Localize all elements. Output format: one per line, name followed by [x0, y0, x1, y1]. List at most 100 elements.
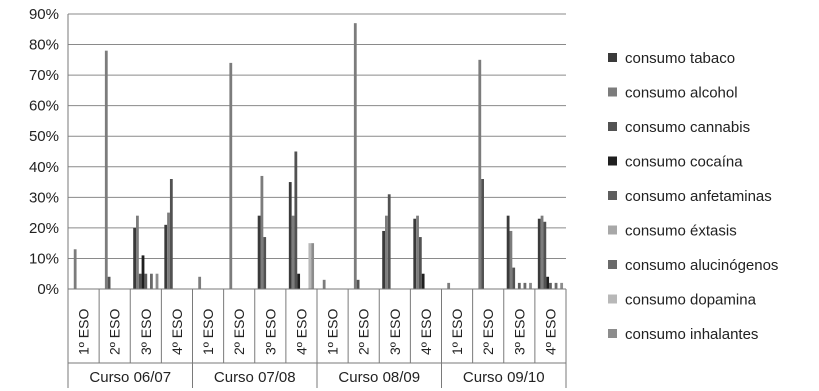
group-label: Curso 06/07 [89, 369, 171, 386]
legend: consumo tabaco consumo alcohol consumo can… [608, 50, 778, 343]
bar [387, 194, 391, 289]
bar [385, 215, 388, 289]
y-tick-label: 50% [29, 128, 59, 145]
legend-swatch [608, 225, 617, 235]
bar [169, 179, 173, 289]
bar [540, 215, 544, 289]
y-tick-label: 60% [29, 98, 59, 115]
x-tick-label: 4º ESO [542, 309, 558, 355]
bar [509, 230, 513, 289]
bar [294, 151, 298, 289]
x-tick-label: 2º ESO [231, 309, 247, 355]
bar [322, 279, 326, 289]
legend-swatch [608, 294, 617, 304]
bar [413, 218, 417, 289]
x-tick-label: 2º ESO [107, 309, 123, 355]
bar [263, 237, 267, 289]
bar [291, 215, 295, 289]
bar [257, 215, 261, 289]
x-tick-label: 2º ESO [480, 309, 496, 355]
bar [73, 249, 77, 289]
x-tick-label: 1º ESO [76, 309, 92, 355]
bar [297, 273, 301, 289]
bar [104, 50, 108, 289]
bar [288, 182, 292, 289]
bar [167, 212, 170, 289]
y-tick-label: 20% [29, 220, 59, 237]
bar [382, 230, 386, 289]
bar [554, 282, 558, 289]
bars [73, 23, 564, 289]
y-tick-label: 80% [29, 37, 59, 54]
bar [155, 273, 159, 289]
legend-label: consumo tabaco [625, 50, 735, 67]
legend-label: consumo inhalantes [625, 326, 758, 343]
bar [512, 267, 516, 289]
bar [164, 224, 168, 289]
bar [549, 282, 552, 289]
y-tick-label: 30% [29, 189, 59, 206]
y-tick-label: 90% [29, 6, 59, 23]
legend-label: consumo éxtasis [625, 223, 737, 240]
bar [138, 273, 142, 289]
bar [418, 237, 422, 289]
legend-swatch [608, 260, 617, 269]
group-label: Curso 08/09 [338, 369, 420, 386]
x-tick-label: 3º ESO [262, 309, 278, 355]
bar [421, 273, 425, 289]
legend-label: consumo alcohol [625, 85, 738, 102]
bar [353, 23, 357, 289]
bar [478, 59, 482, 289]
legend-label: consumo cannabis [625, 119, 750, 136]
legend-swatch [608, 122, 617, 131]
bar [537, 218, 541, 289]
legend-swatch [608, 156, 617, 166]
bar [107, 276, 111, 289]
group-label: Curso 07/08 [214, 369, 296, 386]
bar [560, 282, 564, 289]
x-tick-label: 3º ESO [511, 309, 527, 355]
bar [260, 175, 264, 289]
x-tick-label: 3º ESO [387, 309, 403, 355]
legend-label: consumo alucinógenos [625, 257, 778, 274]
x-tick-label: 1º ESO [449, 309, 465, 355]
x-axis: 1º ESO 2º ESO 3º ESO 4º ESO 1º ESO 2º ESO 3º E… [67, 288, 567, 388]
y-tick-label: 10% [29, 250, 59, 267]
bar [198, 276, 202, 289]
x-tick-label: 2º ESO [356, 309, 372, 355]
bar [447, 282, 451, 289]
bar [481, 179, 484, 289]
legend-label: consumo cocaína [625, 154, 743, 171]
bar [144, 273, 148, 289]
bar [517, 282, 521, 289]
bar [546, 276, 550, 289]
x-tick-label: 1º ESO [200, 309, 216, 355]
legend-label: consumo anfetaminas [625, 188, 772, 205]
bar [506, 215, 510, 289]
bar [356, 279, 360, 289]
x-tick-label: 4º ESO [169, 309, 185, 355]
x-tick-label: 4º ESO [293, 309, 309, 355]
y-axis: 0% 10% 20% 30% 40% 50% 60% 70% 80% 90% [29, 6, 69, 298]
bar [136, 215, 139, 289]
x-tick-label: 3º ESO [138, 309, 154, 355]
bar [416, 215, 419, 289]
legend-swatch [608, 53, 617, 62]
bar [308, 243, 312, 289]
y-tick-label: 70% [29, 67, 59, 84]
x-tick-label: 4º ESO [418, 309, 434, 355]
bar [150, 273, 153, 289]
bar [311, 243, 315, 289]
bar [529, 282, 532, 289]
bar [229, 62, 233, 289]
bar [133, 227, 137, 289]
group-label: Curso 09/10 [463, 369, 545, 386]
legend-label: consumo dopamina [625, 292, 757, 309]
bar [141, 255, 145, 289]
legend-swatch [608, 191, 617, 200]
legend-swatch [608, 87, 617, 97]
bar [543, 221, 547, 289]
bar [523, 282, 527, 289]
